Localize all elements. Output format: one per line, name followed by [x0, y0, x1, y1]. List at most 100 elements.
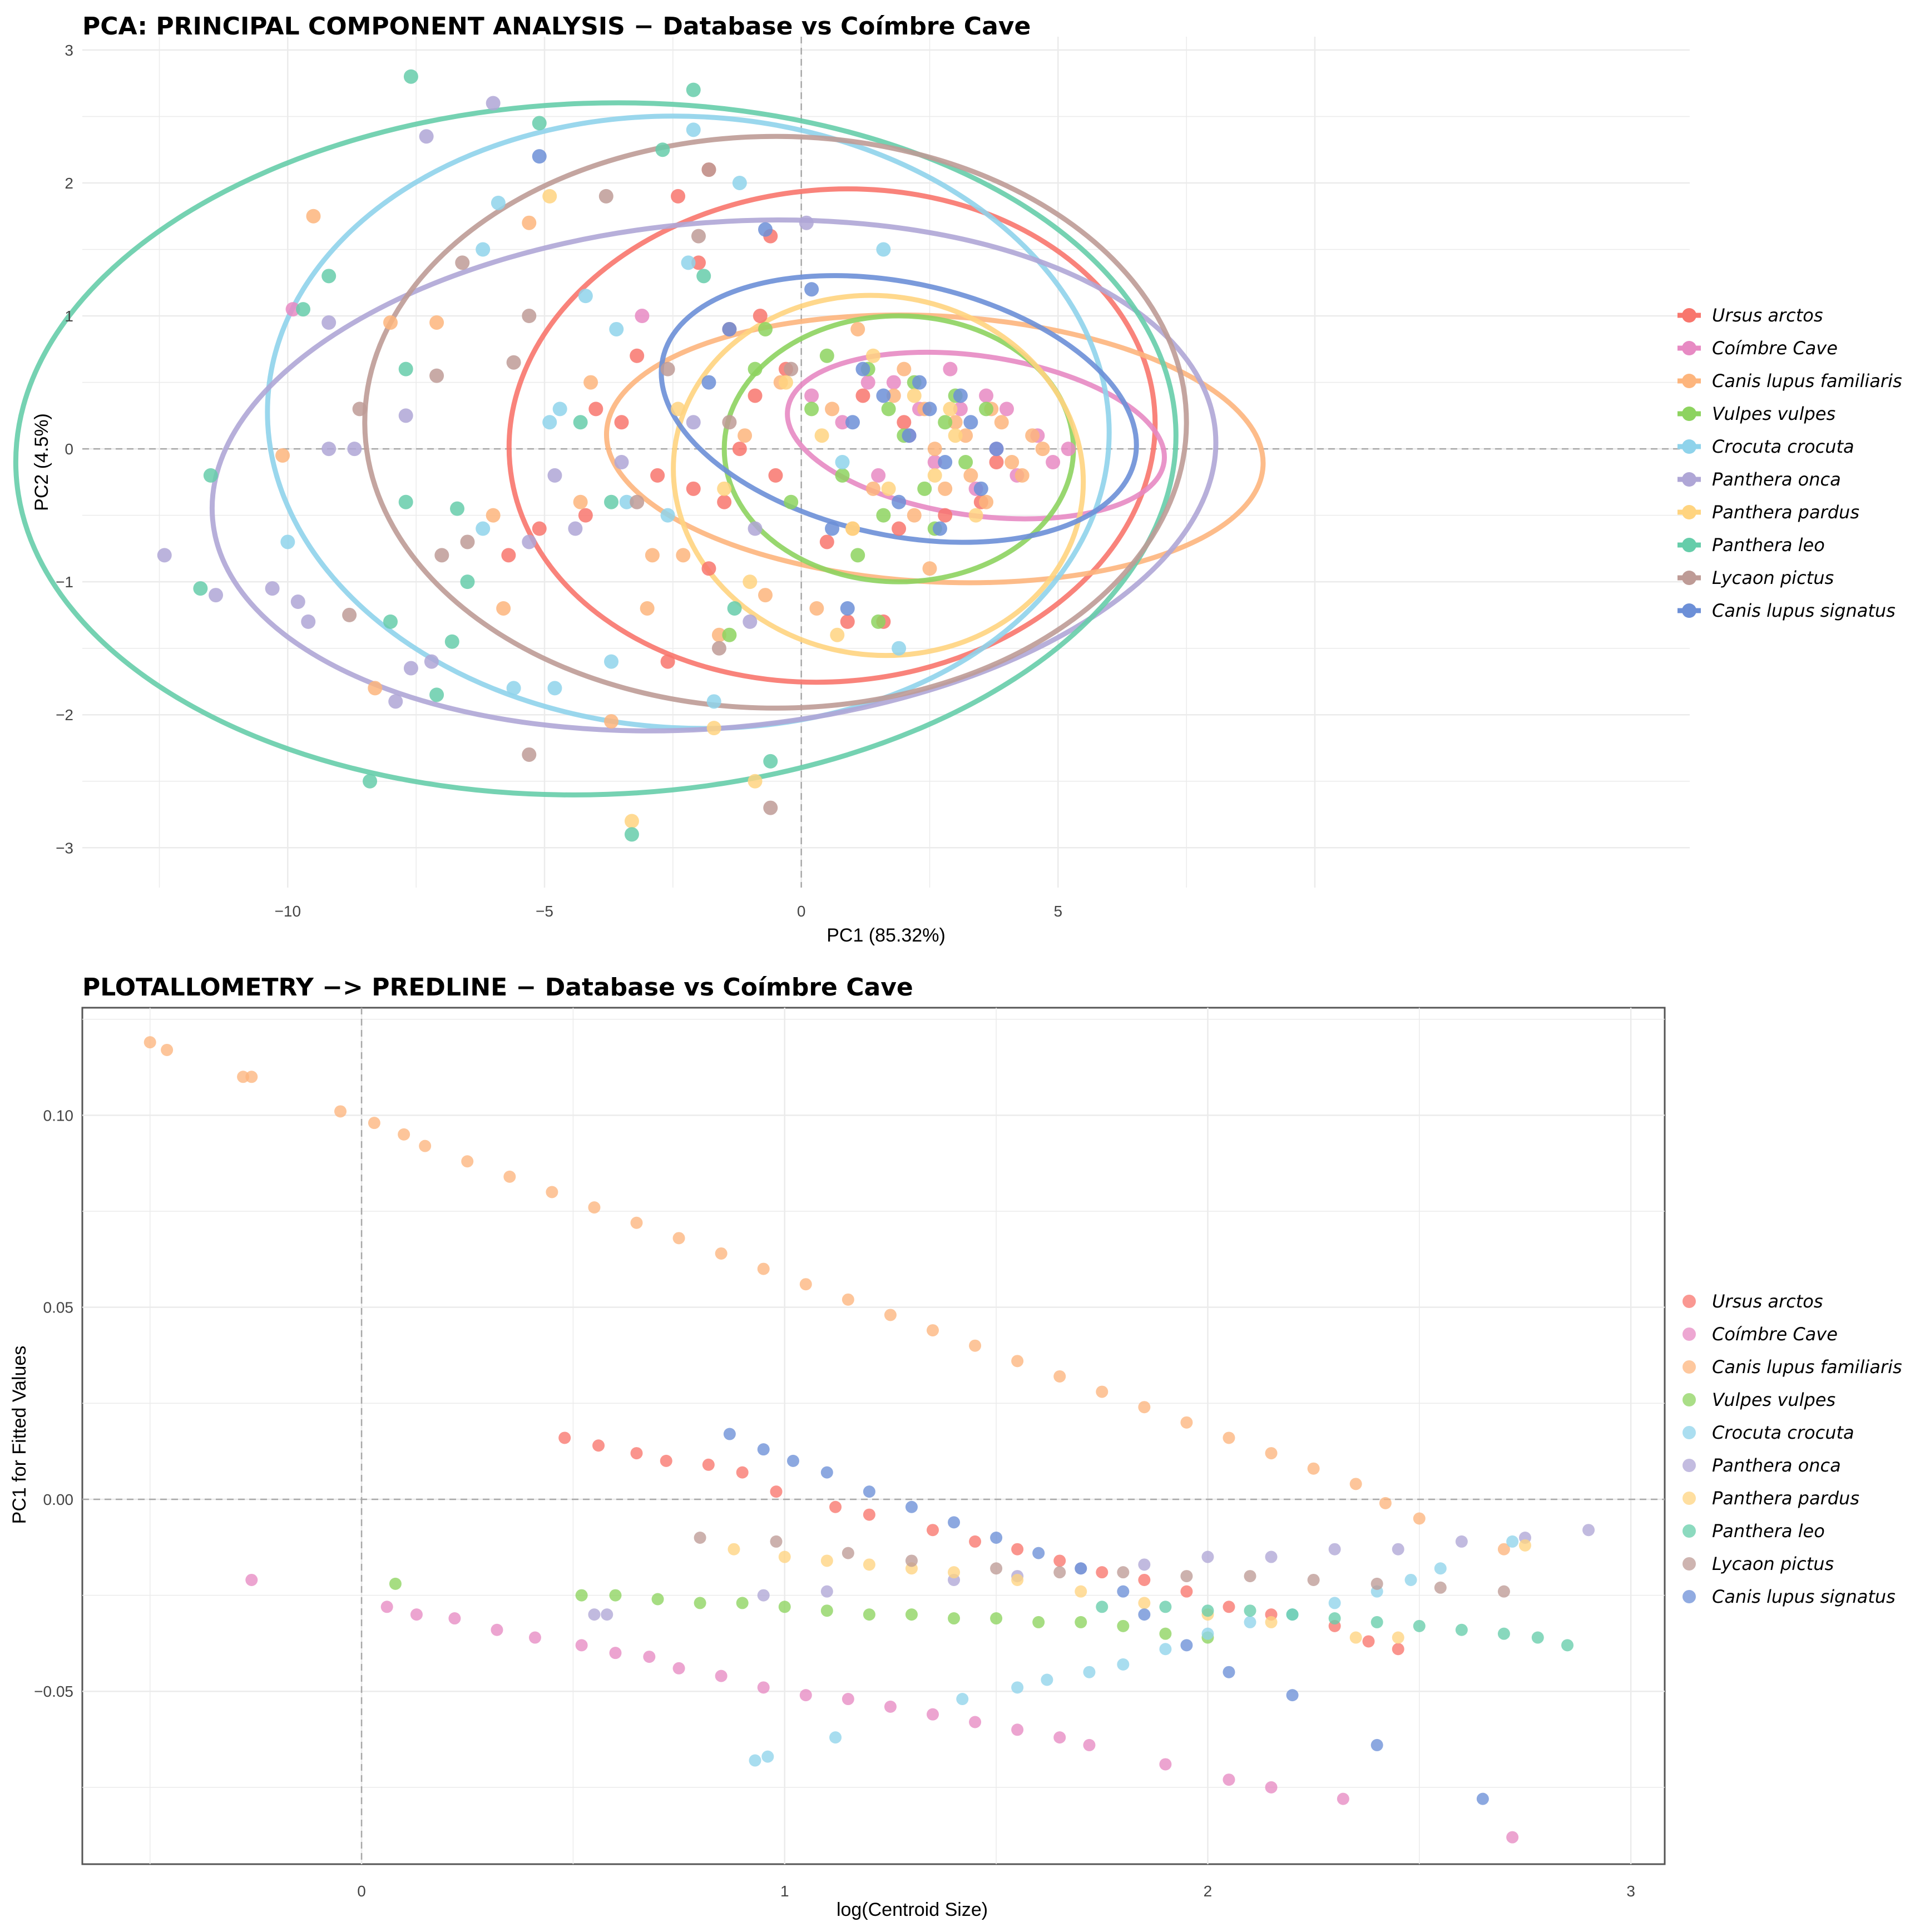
- point-panthera-leo: [696, 269, 711, 284]
- point-coimbre-cave: [245, 1573, 258, 1586]
- point-crocuta-crocuta: [1244, 1616, 1256, 1628]
- point-panthera-pardus: [1138, 1597, 1151, 1609]
- point-canis-lupus-familiaris: [1015, 468, 1030, 483]
- ellipse-panthera-leo: [13, 100, 1179, 797]
- y-tick-label: 2: [65, 175, 73, 192]
- point-canis-lupus-signatus: [1286, 1689, 1299, 1702]
- point-crocuta-crocuta: [660, 508, 675, 523]
- point-coimbre-cave: [842, 1693, 854, 1706]
- point-panthera-onca: [748, 521, 763, 536]
- point-panthera-pardus: [1392, 1631, 1404, 1644]
- point-ursus-arctos: [650, 468, 665, 483]
- point-coimbre-cave: [927, 455, 942, 469]
- allometry-points: [143, 1036, 1595, 1844]
- legend-label: Panthera leo: [1712, 534, 1825, 556]
- point-panthera-pardus: [1075, 1585, 1087, 1598]
- point-canis-lupus-signatus: [758, 222, 773, 237]
- point-panthera-pardus: [1011, 1573, 1024, 1586]
- point-canis-lupus-familiaris: [1035, 442, 1050, 457]
- series-panthera-onca: [157, 96, 814, 709]
- series-canis-lupus-familiaris: [143, 1036, 1510, 1555]
- point-crocuta-crocuta: [732, 175, 747, 190]
- point-crocuta-crocuta: [476, 242, 491, 257]
- point-canis-lupus-signatus: [804, 282, 819, 297]
- point-panthera-pardus: [717, 481, 732, 496]
- legend-label: Coímbre Cave: [1712, 338, 1838, 359]
- point-ursus-arctos: [701, 561, 716, 576]
- legend-label: Ursus arctos: [1712, 1291, 1823, 1312]
- point-vulpes-vulpes: [850, 548, 865, 563]
- point-lycaon-pictus: [694, 1532, 706, 1544]
- point-vulpes-vulpes: [1159, 1627, 1172, 1640]
- point-coimbre-cave: [835, 415, 850, 430]
- point-panthera-onca: [743, 614, 758, 629]
- point-panthera-onca: [388, 694, 403, 709]
- legend-item-vulpes-vulpes: Vulpes vulpes: [1683, 1389, 1835, 1410]
- point-canis-lupus-signatus: [892, 494, 907, 509]
- x-tick-label: −5: [536, 903, 553, 920]
- point-panthera-pardus: [863, 1558, 875, 1571]
- point-panthera-pardus: [943, 402, 958, 417]
- point-lycaon-pictus: [1244, 1570, 1256, 1583]
- point-panthera-pardus: [728, 1543, 740, 1555]
- legend-label: Ursus arctos: [1712, 305, 1823, 326]
- point-coimbre-cave: [448, 1612, 461, 1625]
- point-ursus-arctos: [732, 442, 747, 457]
- point-canis-lupus-familiaris: [573, 494, 588, 509]
- series-canis-lupus-signatus: [723, 1428, 1489, 1805]
- point-crocuta-crocuta: [876, 242, 891, 257]
- point-ursus-arctos: [1138, 1573, 1151, 1586]
- point-crocuta-crocuta: [829, 1731, 842, 1744]
- point-panthera-onca: [820, 1585, 833, 1598]
- point-canis-lupus-familiaris: [922, 561, 937, 576]
- legend-item-crocuta-crocuta: Crocuta crocuta: [1683, 1422, 1854, 1443]
- point-panthera-leo: [1455, 1623, 1468, 1636]
- point-canis-lupus-familiaris: [926, 1324, 939, 1337]
- point-coimbre-cave: [285, 302, 300, 317]
- point-panthera-pardus: [706, 721, 721, 736]
- point-lycaon-pictus: [429, 368, 444, 383]
- point-lycaon-pictus: [701, 162, 716, 177]
- point-coimbre-cave: [884, 1700, 897, 1713]
- point-coimbre-cave: [528, 1631, 541, 1644]
- point-coimbre-cave: [1083, 1738, 1096, 1751]
- point-crocuta-crocuta: [892, 641, 907, 656]
- point-canis-lupus-signatus: [973, 481, 988, 496]
- point-crocuta-crocuta: [1506, 1535, 1519, 1548]
- legend-key-point: [1682, 308, 1696, 323]
- point-panthera-leo: [624, 827, 639, 842]
- ellipse-lycaon-pictus: [362, 133, 1189, 711]
- point-crocuta-crocuta: [1434, 1562, 1447, 1575]
- legend-label: Lycaon pictus: [1712, 1553, 1834, 1574]
- point-canis-lupus-familiaris: [461, 1155, 474, 1168]
- point-canis-lupus-signatus: [722, 321, 737, 336]
- point-ursus-arctos: [630, 1447, 643, 1460]
- point-vulpes-vulpes: [979, 402, 994, 417]
- point-ursus-arctos: [1392, 1643, 1404, 1656]
- legend-key-point: [1683, 1557, 1696, 1571]
- point-panthera-leo: [1561, 1639, 1574, 1652]
- point-crocuta-crocuta: [1041, 1673, 1053, 1686]
- point-panthera-leo: [403, 69, 418, 84]
- point-crocuta-crocuta: [542, 415, 557, 430]
- point-canis-lupus-familiaris: [886, 388, 901, 403]
- point-panthera-onca: [1392, 1543, 1404, 1555]
- legend-key-point: [1683, 1426, 1696, 1439]
- y-tick-label: 0: [65, 440, 73, 458]
- point-canis-lupus-familiaris: [963, 468, 978, 483]
- legend-item-canis-lupus-familiaris: Canis lupus familiaris: [1677, 370, 1902, 392]
- point-crocuta-crocuta: [1404, 1573, 1417, 1586]
- point-vulpes-vulpes: [881, 402, 896, 417]
- point-coimbre-cave: [860, 375, 875, 390]
- legend-key-point: [1682, 603, 1696, 618]
- point-panthera-pardus: [778, 375, 793, 390]
- point-panthera-leo: [1244, 1604, 1256, 1617]
- point-panthera-onca: [398, 408, 413, 423]
- point-canis-lupus-familiaris: [1307, 1462, 1320, 1475]
- point-canis-lupus-signatus: [825, 521, 840, 536]
- point-canis-lupus-familiaris: [799, 1278, 812, 1291]
- point-crocuta-crocuta: [506, 681, 521, 696]
- point-vulpes-vulpes: [819, 348, 834, 363]
- point-lycaon-pictus: [434, 548, 449, 563]
- point-coimbre-cave: [380, 1601, 393, 1613]
